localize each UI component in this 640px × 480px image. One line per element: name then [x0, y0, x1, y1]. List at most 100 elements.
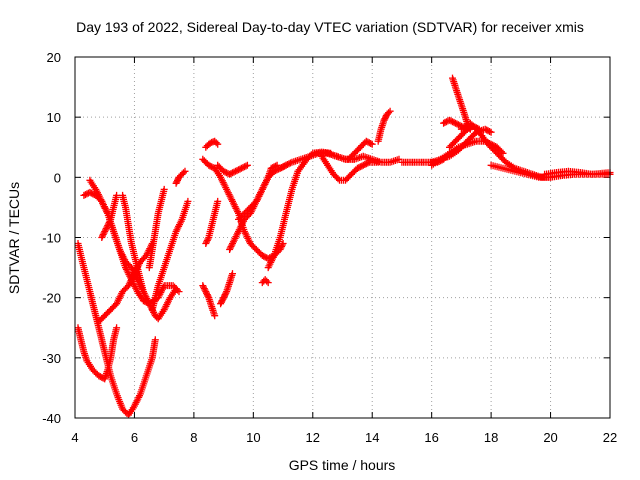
- data-point-marker: [98, 229, 108, 241]
- data-point-marker: [237, 162, 250, 172]
- data-point-marker: [130, 392, 143, 410]
- y-tick-label: 0: [54, 170, 61, 185]
- data-point-marker: [214, 197, 222, 205]
- data-point-marker: [493, 149, 508, 165]
- data-point-marker: [246, 199, 259, 211]
- data-point-marker: [178, 199, 191, 223]
- data-point-marker: [240, 228, 253, 246]
- data-point-marker: [330, 170, 342, 183]
- data-point-marker: [264, 169, 277, 181]
- data-point-marker: [502, 158, 517, 171]
- data-point-marker: [160, 295, 173, 314]
- data-point-marker: [202, 142, 211, 151]
- data-point-marker: [235, 211, 247, 223]
- data-point-marker: [264, 279, 272, 287]
- data-point-marker: [270, 236, 283, 259]
- x-axis-label: GPS time / hours: [289, 457, 396, 473]
- data-point-marker: [101, 307, 113, 320]
- data-point-marker: [113, 390, 126, 411]
- data-point-marker: [133, 288, 146, 303]
- x-tick-label: 8: [190, 430, 197, 445]
- data-point-marker: [172, 285, 180, 293]
- data-point-marker: [89, 300, 102, 330]
- data-point-marker: [226, 168, 238, 178]
- data-point-marker: [110, 228, 123, 251]
- data-point-marker: [258, 277, 268, 287]
- chart-title: Day 193 of 2022, Sidereal Day-to-day VTE…: [76, 19, 584, 35]
- data-point-marker: [451, 119, 464, 129]
- data-point-marker: [151, 211, 162, 235]
- data-point-marker: [181, 167, 189, 175]
- data-point-marker: [380, 112, 390, 124]
- data-point-marker: [113, 324, 121, 332]
- data-point-marker: [199, 155, 211, 168]
- data-point-marker: [220, 289, 230, 302]
- data-point-marker: [258, 175, 271, 193]
- data-point-marker: [487, 128, 495, 136]
- data-point-marker: [499, 149, 507, 157]
- data-point-marker: [125, 222, 135, 245]
- data-point-marker: [386, 107, 394, 115]
- series-trace-h: [145, 185, 168, 272]
- data-point-marker: [446, 116, 458, 126]
- data-point-marker: [110, 326, 120, 344]
- data-point-marker: [107, 372, 120, 396]
- series-trace-f: [95, 240, 156, 326]
- data-point-marker: [344, 151, 357, 163]
- data-point-marker: [362, 137, 375, 147]
- data-point-marker: [148, 230, 159, 253]
- series-trace-ah: [541, 167, 614, 178]
- x-tick-label: 6: [131, 430, 138, 445]
- data-point-marker: [229, 197, 242, 216]
- data-point-marker: [235, 217, 248, 235]
- data-point-marker: [157, 187, 168, 205]
- data-point-marker: [74, 240, 84, 257]
- data-point-marker: [288, 169, 301, 193]
- data-point-marker: [261, 276, 271, 285]
- y-tick-label: -20: [42, 291, 61, 306]
- data-point-marker: [276, 162, 288, 172]
- data-point-marker: [211, 312, 219, 320]
- data-point-marker: [104, 217, 114, 229]
- data-point-marker: [229, 270, 236, 278]
- data-point-marker: [252, 246, 265, 258]
- data-point-marker: [211, 137, 220, 147]
- data-point-marker: [154, 266, 167, 290]
- data-point-marker: [208, 138, 217, 146]
- data-point-marker: [86, 176, 99, 192]
- x-tick-label: 12: [306, 430, 320, 445]
- data-point-marker: [202, 235, 212, 247]
- data-point-marker: [110, 193, 120, 211]
- data-point-marker: [128, 240, 138, 257]
- data-point-marker: [232, 165, 244, 175]
- data-point-marker: [282, 187, 295, 217]
- series-trace-g: [119, 191, 147, 296]
- data-point-marker: [342, 172, 354, 184]
- data-point-marker: [276, 211, 289, 241]
- data-point-marker: [264, 253, 277, 272]
- data-point-marker: [223, 185, 236, 204]
- data-point-marker: [125, 271, 138, 290]
- data-point-marker: [184, 197, 192, 205]
- data-point-marker: [107, 301, 119, 314]
- data-point-marker: [101, 348, 114, 378]
- data-point-marker: [359, 159, 372, 169]
- data-point-marker: [83, 276, 93, 294]
- data-point-marker: [95, 313, 107, 326]
- data-point-marker: [151, 312, 161, 321]
- data-point-marker: [199, 282, 209, 294]
- x-tick-label: 16: [424, 430, 438, 445]
- series-trace-k: [199, 282, 219, 320]
- data-point-marker: [481, 125, 494, 135]
- series-trace-j: [172, 167, 189, 187]
- x-tick-label: 10: [246, 430, 260, 445]
- y-ticks: -40 -30 -20 -10 0 10 20: [42, 50, 610, 426]
- data-point-marker: [92, 185, 105, 204]
- data-point-marker: [119, 283, 131, 296]
- data-point-marker: [466, 119, 482, 135]
- data-point-marker: [246, 240, 259, 252]
- data-point-marker: [252, 187, 265, 205]
- data-point-marker: [353, 162, 366, 172]
- data-point-marker: [243, 161, 251, 169]
